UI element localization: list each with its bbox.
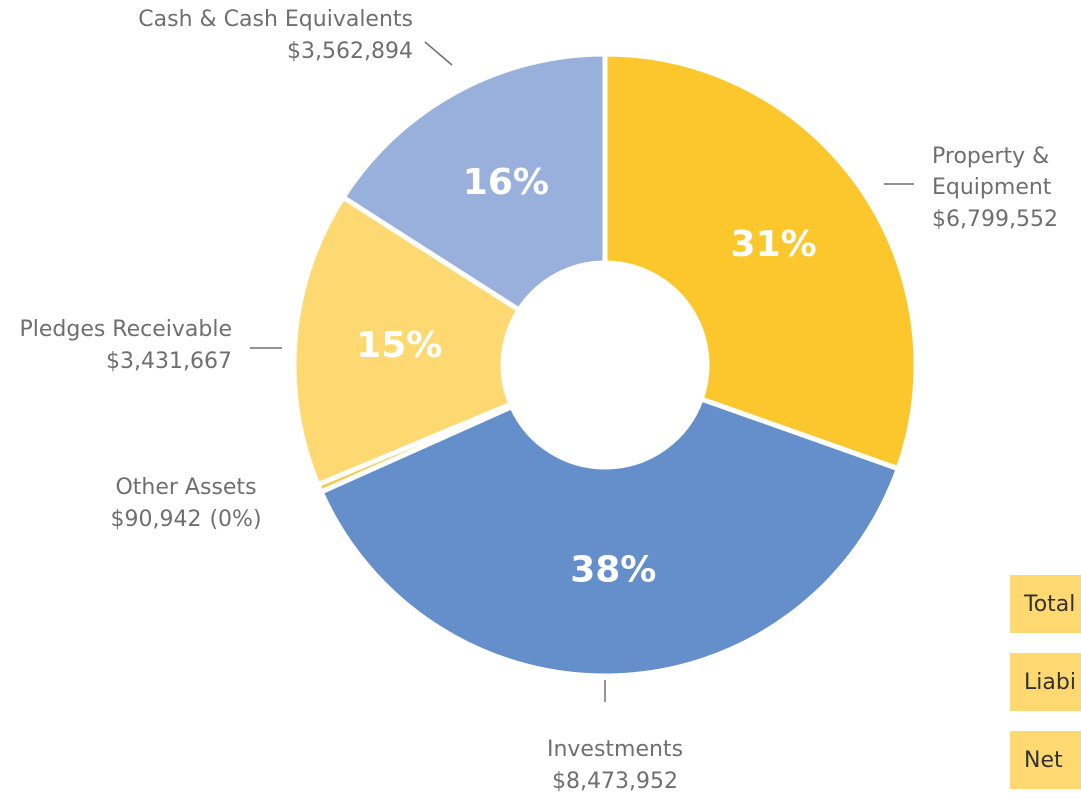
slice [339, 51, 608, 314]
summary-box [1010, 731, 1081, 789]
value-label: $3,431,667 [106, 349, 232, 374]
donut [291, 51, 919, 679]
percent-label: 38% [570, 549, 656, 590]
slice-name: Pledges Receivable [19, 317, 232, 342]
percent-label: 16% [463, 162, 549, 203]
percent-label: 15% [356, 325, 442, 366]
slice [317, 395, 902, 679]
slice [291, 193, 523, 488]
leader-line [424, 41, 453, 66]
labels: Property & Equipment $6,799,552 31% Investme… [19, 7, 1058, 794]
slice-name: Property & [932, 144, 1049, 169]
value-label: $90,942 [110, 507, 201, 532]
summary-box-label: Liabi [1024, 670, 1076, 695]
percent-label: 31% [731, 224, 817, 265]
summary-box-label: Total [1023, 592, 1075, 617]
slice [602, 51, 919, 472]
value-label: $3,562,894 [287, 39, 413, 64]
slice-name: Equipment [932, 175, 1052, 200]
summary-boxes: Total Liabi Net [1010, 575, 1081, 789]
value-label: $6,799,552 [932, 207, 1058, 232]
summary-box [1010, 653, 1081, 711]
slice-name: Cash & Cash Equivalents [138, 7, 413, 32]
value-label: $8,473,952 [552, 769, 678, 794]
slice-name: Other Assets [115, 475, 256, 500]
percent-label: (0%) [209, 507, 261, 532]
slice-value: $90,942 (0%) [110, 507, 261, 532]
summary-box-label: Net [1024, 748, 1063, 773]
slice-name: Investments [547, 737, 683, 762]
summary-box [1010, 575, 1081, 633]
